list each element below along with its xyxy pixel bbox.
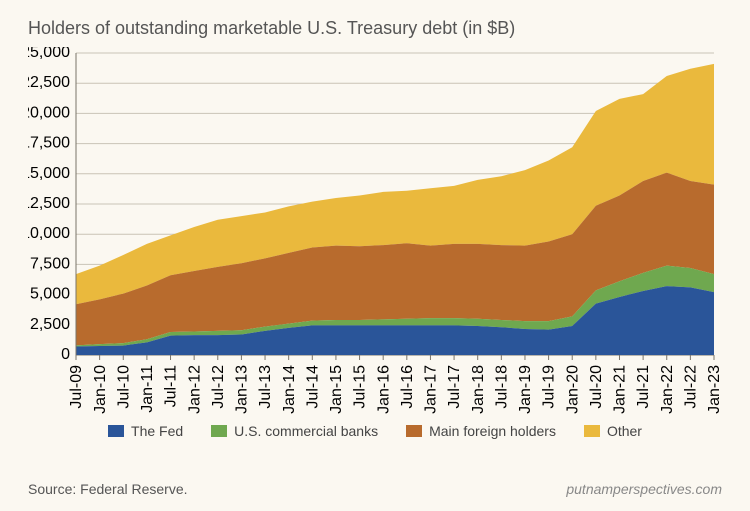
svg-text:Jul-18: Jul-18 xyxy=(493,365,510,409)
svg-text:15,000: 15,000 xyxy=(28,165,70,182)
legend-item: Main foreign holders xyxy=(406,423,556,439)
svg-text:Jul-09: Jul-09 xyxy=(68,365,85,409)
legend-swatch xyxy=(584,425,600,437)
attribution-label: putnamperspectives.com xyxy=(566,481,722,497)
legend-swatch xyxy=(406,425,422,437)
chart-title: Holders of outstanding marketable U.S. T… xyxy=(28,18,722,39)
svg-text:Jan-19: Jan-19 xyxy=(517,365,534,414)
svg-text:Jan-16: Jan-16 xyxy=(375,365,392,414)
legend-item: U.S. commercial banks xyxy=(211,423,378,439)
legend-label: Other xyxy=(607,423,642,439)
svg-text:Jan-12: Jan-12 xyxy=(186,365,203,414)
svg-text:Jan-11: Jan-11 xyxy=(139,365,156,413)
svg-text:Jan-15: Jan-15 xyxy=(328,365,345,414)
svg-text:2,500: 2,500 xyxy=(30,316,70,333)
chart-container: Holders of outstanding marketable U.S. T… xyxy=(0,0,750,511)
svg-text:Jan-10: Jan-10 xyxy=(92,365,109,414)
svg-text:Jul-16: Jul-16 xyxy=(399,365,416,409)
svg-text:5,000: 5,000 xyxy=(30,286,70,303)
svg-text:Jan-13: Jan-13 xyxy=(234,365,251,414)
svg-text:Jul-19: Jul-19 xyxy=(541,365,558,409)
svg-text:Jul-15: Jul-15 xyxy=(352,365,369,409)
svg-text:Jul-22: Jul-22 xyxy=(682,365,699,409)
svg-text:Jan-17: Jan-17 xyxy=(423,365,440,414)
stacked-area-svg: 0 2,500 5,000 7,500 10,000 12,500 15,000 17,500… xyxy=(28,47,722,417)
svg-text:25,000: 25,000 xyxy=(28,47,70,61)
legend-swatch xyxy=(108,425,124,437)
svg-text:Jan-20: Jan-20 xyxy=(564,365,581,414)
svg-text:Jan-18: Jan-18 xyxy=(470,365,487,414)
svg-text:7,500: 7,500 xyxy=(30,255,70,272)
svg-text:17,500: 17,500 xyxy=(28,135,70,152)
legend-item: The Fed xyxy=(108,423,183,439)
svg-text:Jan-14: Jan-14 xyxy=(281,365,298,414)
svg-text:20,000: 20,000 xyxy=(28,104,70,121)
chart-footer: Source: Federal Reserve. putnamperspecti… xyxy=(28,481,722,497)
svg-text:Jul-20: Jul-20 xyxy=(588,365,605,409)
svg-text:12,500: 12,500 xyxy=(28,195,70,212)
legend: The Fed U.S. commercial banks Main foreign… xyxy=(28,423,722,439)
svg-text:0: 0 xyxy=(61,346,70,363)
chart-plot: 0 2,500 5,000 7,500 10,000 12,500 15,000 17,500… xyxy=(28,47,722,417)
legend-label: U.S. commercial banks xyxy=(234,423,378,439)
svg-text:Jul-11: Jul-11 xyxy=(163,365,180,407)
svg-text:Jan-23: Jan-23 xyxy=(706,365,722,414)
svg-text:Jul-14: Jul-14 xyxy=(304,365,321,409)
svg-text:Jul-12: Jul-12 xyxy=(210,365,227,409)
legend-label: Main foreign holders xyxy=(429,423,556,439)
svg-text:Jul-21: Jul-21 xyxy=(635,365,652,409)
source-label: Source: Federal Reserve. xyxy=(28,481,188,497)
legend-label: The Fed xyxy=(131,423,183,439)
svg-text:10,000: 10,000 xyxy=(28,225,70,242)
svg-text:Jan-22: Jan-22 xyxy=(659,365,676,414)
svg-text:Jul-10: Jul-10 xyxy=(115,365,132,409)
svg-text:Jul-17: Jul-17 xyxy=(446,365,463,409)
svg-text:Jul-13: Jul-13 xyxy=(257,365,274,409)
svg-text:22,500: 22,500 xyxy=(28,74,70,91)
legend-swatch xyxy=(211,425,227,437)
svg-text:Jan-21: Jan-21 xyxy=(612,365,629,414)
legend-item: Other xyxy=(584,423,642,439)
